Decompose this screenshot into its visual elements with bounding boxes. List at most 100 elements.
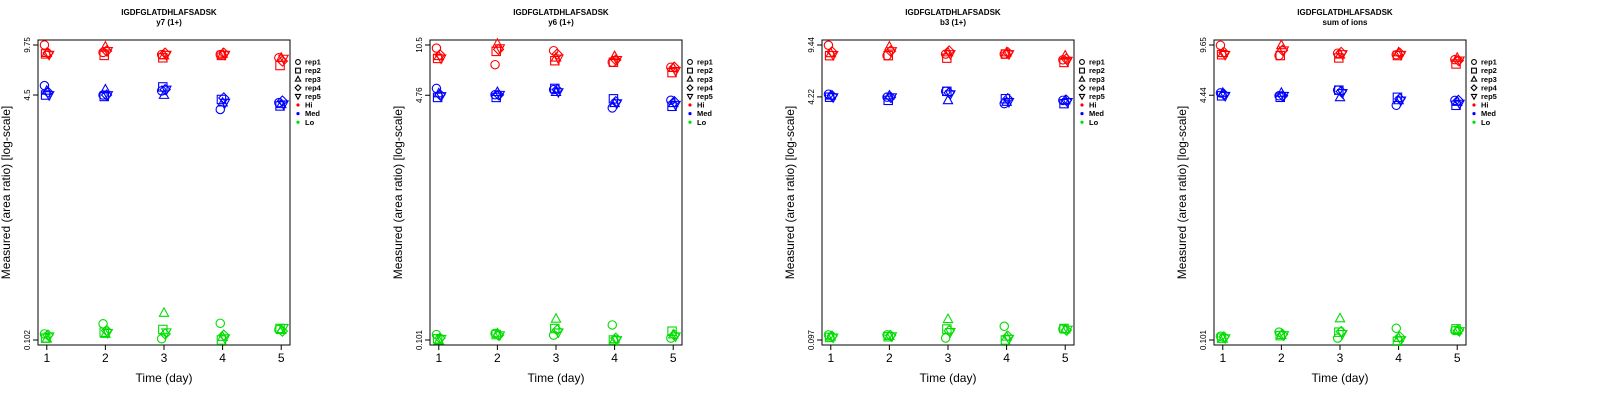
data-point-lo-rep5	[1395, 336, 1407, 347]
data-point-lo-rep3	[158, 306, 170, 317]
data-point-med-rep5	[1003, 98, 1015, 109]
data-point-med-rep5	[219, 98, 231, 109]
data-point-med-rep5	[278, 100, 290, 111]
data-point-med-rep3	[1334, 91, 1346, 102]
data-point-hi-rep3	[491, 37, 503, 48]
legend-dot	[1472, 112, 1476, 116]
data-point-hi-rep5	[886, 47, 898, 58]
data-point-med-rep5	[435, 92, 447, 103]
data-point-hi-rep5	[494, 44, 506, 55]
x-tick-label: 4	[1395, 351, 1402, 365]
legend-symbol	[294, 75, 302, 82]
data-point-hi-rep5	[278, 54, 290, 65]
data-point-lo-rep5	[1003, 334, 1015, 345]
data-point-lo-rep5	[944, 327, 956, 339]
legend-dot	[688, 103, 692, 107]
data-point-med-rep5	[827, 93, 839, 104]
legend-symbol	[1471, 67, 1477, 74]
data-point-med-rep5	[670, 100, 682, 111]
x-tick-label: 3	[945, 351, 952, 365]
legend-symbol	[295, 67, 301, 74]
legend-dot	[688, 120, 692, 124]
x-tick-label: 4	[219, 351, 226, 365]
x-tick-label: 1	[43, 351, 50, 365]
legend-label: rep3	[1481, 75, 1497, 84]
y-axis-label: Measured (area ratio) [log-scale]	[391, 106, 405, 279]
data-point-hi-rep3	[99, 40, 111, 51]
data-point-lo-rep1	[999, 321, 1010, 332]
data-point-med-rep1	[39, 80, 50, 91]
data-point-med-rep4	[217, 92, 230, 104]
chart-subtitle: sum of ions	[1323, 18, 1368, 27]
data-point-hi-rep1	[490, 59, 500, 70]
data-point-hi-rep5	[1278, 46, 1290, 57]
legend-dot	[1472, 120, 1476, 124]
y-tick-label: 0.097	[807, 329, 816, 350]
data-point-lo-rep5	[827, 333, 839, 344]
data-point-med-rep3	[1001, 95, 1013, 106]
y-axis-label: Measured (area ratio) [log-scale]	[1175, 106, 1189, 279]
legend-symbol	[1470, 93, 1478, 101]
plot-frame	[821, 39, 1075, 346]
legend-symbol	[687, 67, 693, 74]
legend-label: Lo	[305, 118, 315, 127]
data-point-lo-rep4	[492, 329, 505, 341]
data-point-hi-rep5	[435, 54, 447, 65]
legend-dot	[296, 103, 300, 107]
legend-label: rep3	[1089, 75, 1105, 84]
legend-label: Med	[1481, 109, 1496, 118]
data-point-hi-rep4	[884, 45, 897, 57]
legend-symbol	[1078, 84, 1086, 92]
y-tick-label: 0.101	[415, 329, 424, 350]
data-point-lo-rep3	[942, 312, 954, 324]
legend-label: rep5	[1481, 92, 1497, 101]
legend-symbol	[1079, 59, 1085, 65]
data-point-lo-rep2	[1334, 327, 1344, 337]
chart-title: IGDFGLATDHLAFSADSK	[1297, 8, 1393, 17]
legend-symbol	[686, 93, 694, 101]
data-point-hi-rep5	[219, 50, 231, 61]
data-point-lo-rep5	[1278, 331, 1290, 342]
data-point-lo-rep1	[1391, 323, 1402, 334]
data-point-hi-rep5	[1395, 50, 1407, 61]
data-point-lo-rep5	[886, 332, 898, 343]
chart-title: IGDFGLATDHLAFSADSK	[905, 8, 1001, 17]
legend-label: rep1	[1481, 58, 1497, 67]
data-point-med-rep1	[1058, 95, 1068, 106]
legend-symbol	[1078, 93, 1086, 101]
data-point-lo-rep1	[607, 320, 618, 330]
data-point-lo-rep5	[278, 323, 290, 335]
x-tick-label: 3	[553, 351, 560, 365]
legend-label: rep1	[1089, 58, 1105, 67]
legend-label: rep2	[697, 66, 713, 75]
legend-label: rep4	[305, 83, 322, 92]
data-point-hi-rep3	[883, 40, 895, 51]
x-axis-label: Time (day)	[920, 371, 977, 385]
data-point-med-rep1	[98, 90, 108, 100]
x-tick-label: 5	[670, 351, 677, 365]
y-tick-label: 0.102	[23, 329, 32, 350]
data-point-med-rep5	[1454, 99, 1466, 110]
data-point-hi-rep5	[670, 66, 682, 77]
data-point-hi-rep4	[100, 45, 113, 57]
data-point-hi-rep5	[1336, 50, 1348, 61]
data-point-lo-rep1	[1450, 325, 1460, 336]
data-point-lo-rep3	[99, 327, 111, 338]
data-point-hi-rep4	[551, 48, 563, 60]
legend-dot	[1080, 120, 1084, 124]
data-point-med-rep5	[886, 93, 898, 104]
data-point-hi-rep1	[1215, 40, 1226, 51]
data-point-med-rep1	[215, 104, 226, 115]
x-tick-label: 1	[1219, 351, 1226, 365]
legend-label: Med	[1089, 109, 1104, 118]
data-point-med-rep5	[1336, 89, 1348, 100]
legend-label: Hi	[697, 101, 705, 110]
y-tick-label: 4.76	[415, 87, 424, 103]
y-tick-label: 4.44	[1199, 87, 1208, 103]
data-point-lo-rep5	[160, 328, 172, 339]
data-point-med-rep4	[100, 89, 113, 101]
data-point-med-rep4	[159, 83, 171, 96]
x-axis-label: Time (day)	[136, 371, 193, 385]
